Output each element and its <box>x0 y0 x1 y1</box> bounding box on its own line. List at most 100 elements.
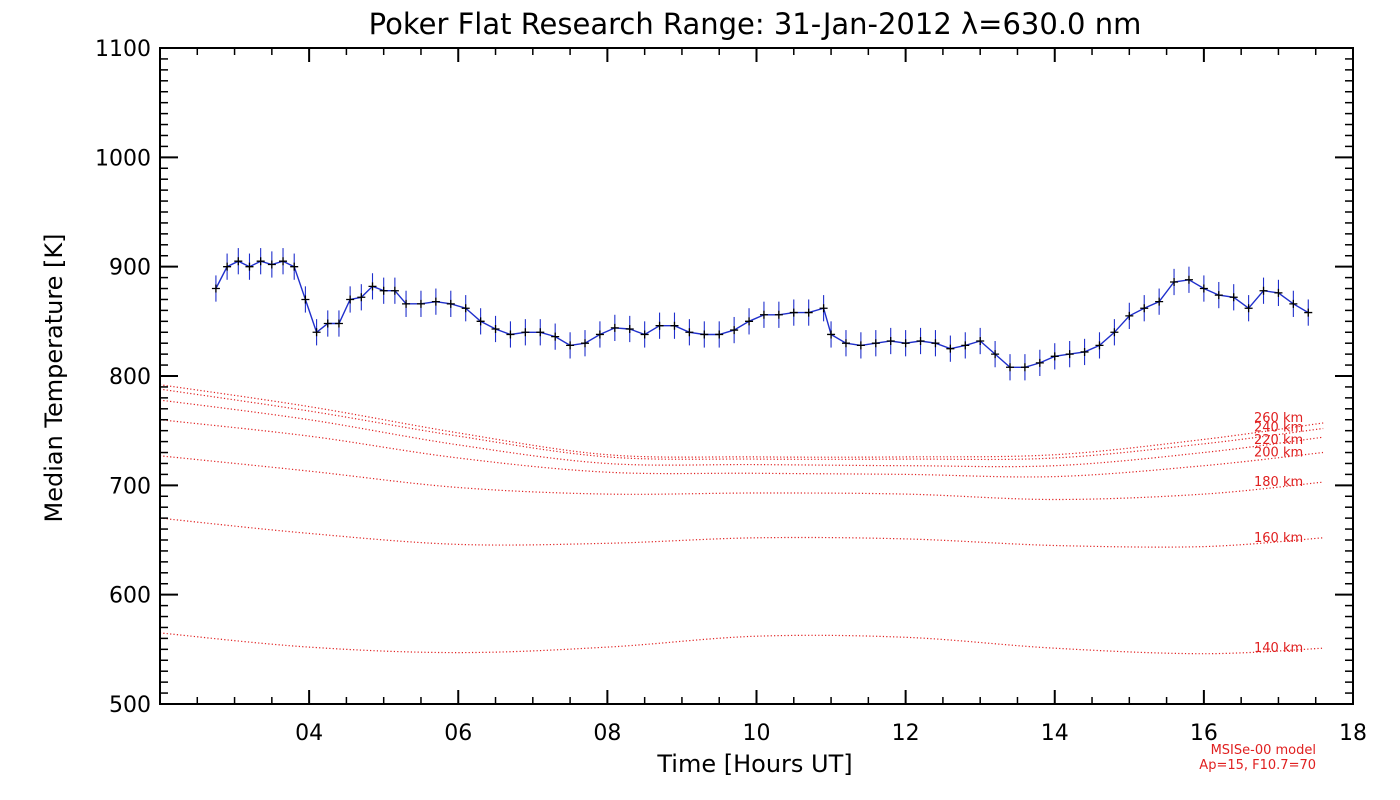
median-marker <box>1170 277 1179 286</box>
median-marker <box>1214 291 1223 300</box>
altitude-label: 240 km <box>1254 420 1303 435</box>
median-marker <box>625 324 634 333</box>
median-marker <box>871 339 880 348</box>
median-marker <box>446 299 455 308</box>
median-marker <box>946 344 955 353</box>
median-marker <box>670 321 679 330</box>
altitude-label: 220 km <box>1254 433 1303 448</box>
median-marker <box>476 317 485 326</box>
median-marker <box>491 324 500 333</box>
median-marker <box>581 339 590 348</box>
median-marker <box>1229 293 1238 302</box>
model-curve <box>159 632 1324 655</box>
median-marker <box>521 328 530 337</box>
median-marker <box>223 262 232 271</box>
model-curve <box>159 455 1324 501</box>
median-marker <box>1289 299 1298 308</box>
median-marker <box>715 330 724 339</box>
model-curve <box>159 399 1324 468</box>
median-marker <box>256 257 265 266</box>
median-marker <box>1199 284 1208 293</box>
altitude-label: 180 km <box>1254 475 1303 490</box>
y-tick-label: 700 <box>109 474 151 499</box>
median-marker <box>991 350 1000 359</box>
median-marker <box>1050 352 1059 361</box>
median-marker <box>390 286 399 295</box>
median-marker <box>357 293 366 302</box>
median-marker <box>551 332 560 341</box>
median-marker <box>1259 286 1268 295</box>
median-marker <box>1095 341 1104 350</box>
median-marker <box>916 337 925 346</box>
median-marker <box>279 257 288 266</box>
median-marker <box>700 330 709 339</box>
y-tick-label: 900 <box>109 256 151 281</box>
median-marker <box>759 310 768 319</box>
y-tick-label: 1000 <box>95 146 151 171</box>
x-tick-label: 14 <box>1041 721 1069 746</box>
x-tick-label: 08 <box>593 721 621 746</box>
median-marker <box>290 262 299 271</box>
median-marker <box>1006 363 1015 372</box>
median-marker <box>334 319 343 328</box>
median-marker <box>1065 350 1074 359</box>
median-marker <box>886 337 895 346</box>
median-marker <box>323 319 332 328</box>
median-marker <box>234 257 243 266</box>
chart-title: Poker Flat Research Range: 31-Jan-2012 λ… <box>369 7 1142 41</box>
median-marker <box>245 262 254 271</box>
median-marker <box>1125 311 1134 320</box>
altitude-label: 140 km <box>1254 641 1303 656</box>
median-marker <box>640 330 649 339</box>
median-marker <box>827 330 836 339</box>
median-marker <box>1020 363 1029 372</box>
median-marker <box>901 339 910 348</box>
median-marker <box>1155 297 1164 306</box>
median-marker <box>416 299 425 308</box>
model-curve <box>159 419 1324 478</box>
median-marker <box>789 308 798 317</box>
y-tick-label: 800 <box>109 365 151 390</box>
median-marker <box>976 337 985 346</box>
median-marker <box>961 341 970 350</box>
median-marker <box>1244 304 1253 313</box>
median-marker <box>1274 288 1283 297</box>
model-curve <box>159 384 1324 458</box>
axes: 04 06 08 10 12 14 16 18 500 600 700 800 900 1000 1100 <box>95 37 1367 746</box>
altitude-label: 260 km <box>1254 411 1303 426</box>
median-marker <box>431 297 440 306</box>
median-marker <box>536 328 545 337</box>
measured-series <box>211 248 1313 381</box>
altitude-label: 200 km <box>1254 446 1303 461</box>
model-note-line-2: Ap=15, F10.7=70 <box>1199 758 1316 773</box>
median-marker <box>745 317 754 326</box>
median-marker <box>1035 358 1044 367</box>
altitude-label: 160 km <box>1254 531 1303 546</box>
median-marker <box>819 304 828 313</box>
median-marker <box>931 339 940 348</box>
median-marker <box>211 284 220 293</box>
median-marker <box>301 295 310 304</box>
y-axis-label: Median Temperature [K] <box>40 233 68 522</box>
median-marker <box>730 326 739 335</box>
median-marker <box>856 341 865 350</box>
x-tick-label: 16 <box>1190 721 1218 746</box>
median-marker <box>1110 328 1119 337</box>
median-marker <box>1140 304 1149 313</box>
x-axis-label: Time [Hours UT] <box>656 750 852 778</box>
median-marker <box>267 260 276 269</box>
x-tick-label: 12 <box>892 721 920 746</box>
median-marker <box>1304 308 1313 317</box>
model-curve <box>159 388 1324 461</box>
median-marker <box>461 304 470 313</box>
median-marker <box>312 328 321 337</box>
model-curve <box>159 517 1324 548</box>
median-marker <box>368 282 377 291</box>
y-tick-label: 500 <box>109 693 151 718</box>
x-tick-label: 10 <box>743 721 771 746</box>
median-marker <box>1080 347 1089 356</box>
median-marker <box>841 339 850 348</box>
median-marker <box>610 323 619 332</box>
y-tick-label: 600 <box>109 584 151 609</box>
